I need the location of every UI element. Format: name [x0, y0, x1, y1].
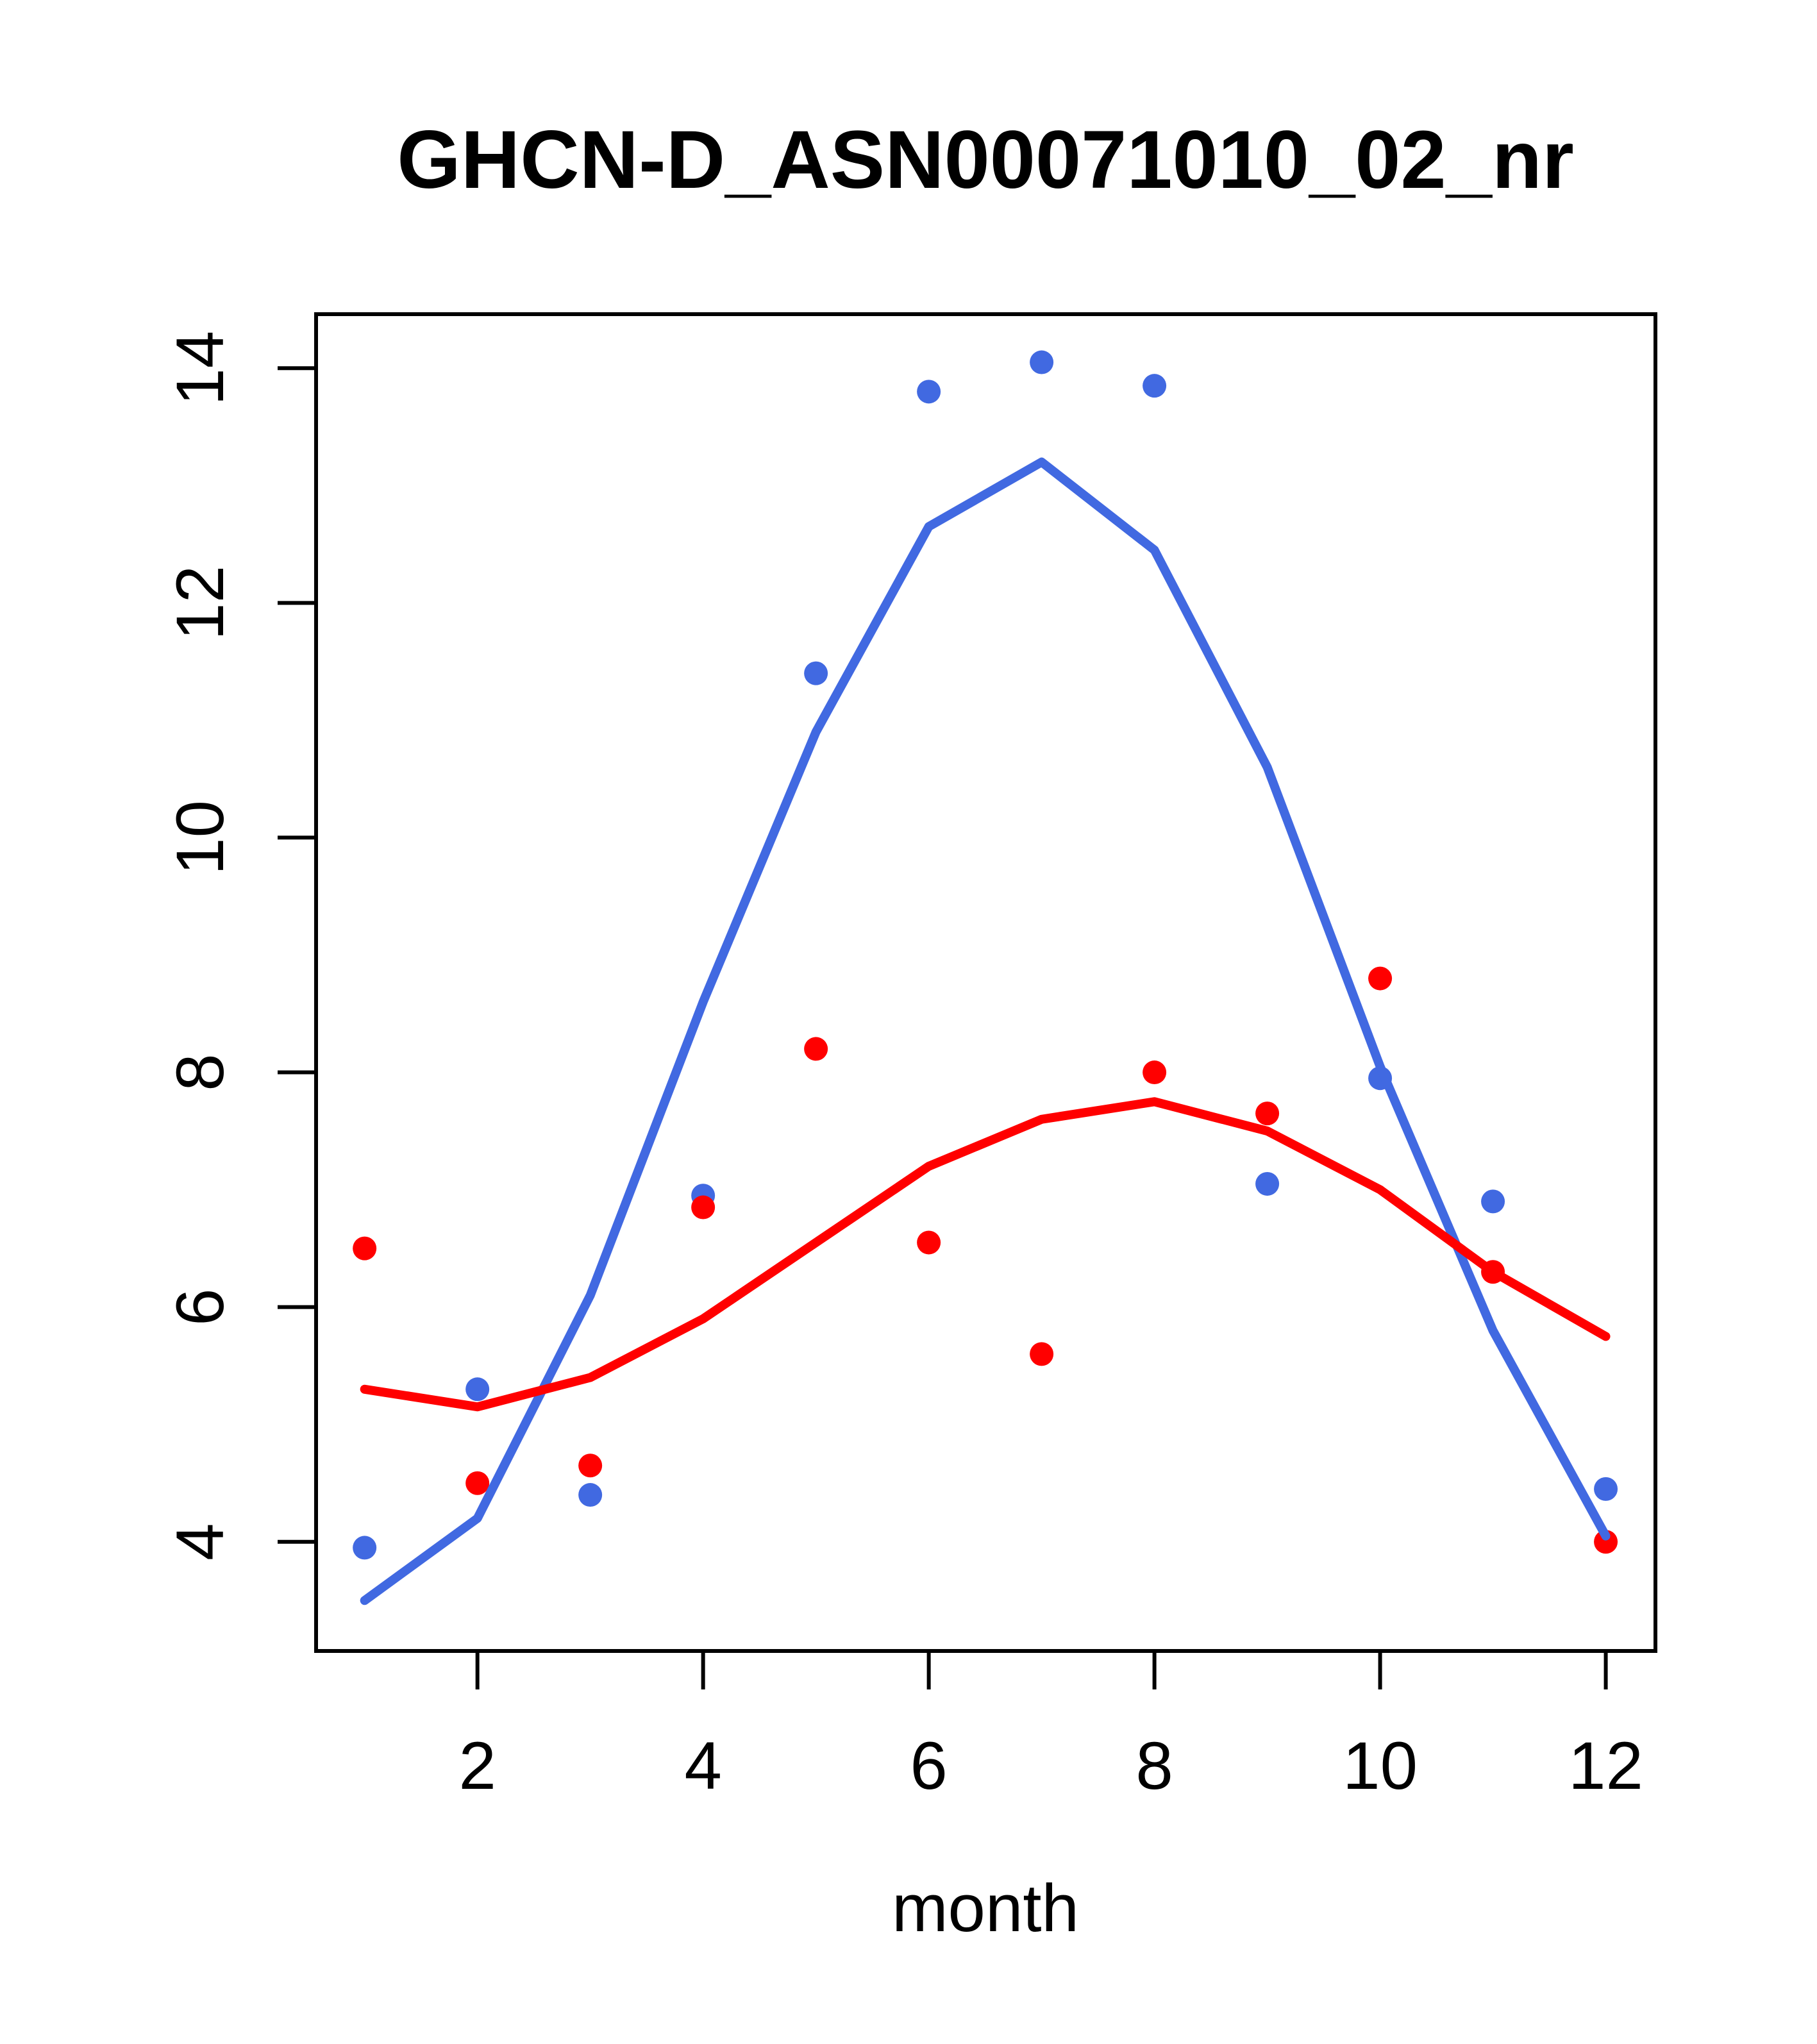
red-data-point [1143, 1060, 1167, 1085]
blue-data-point [1594, 1477, 1618, 1501]
red-data-point [1594, 1530, 1618, 1554]
y-tick-label: 14 [163, 331, 238, 406]
blue-data-point [1255, 1171, 1280, 1196]
y-tick-label: 4 [163, 1523, 238, 1561]
y-tick-label: 10 [163, 800, 238, 875]
x-axis-label: month [892, 1871, 1079, 1946]
x-tick-label: 2 [458, 1729, 496, 1804]
x-tick-label: 4 [684, 1729, 721, 1804]
blue-data-point [1030, 350, 1054, 374]
red-data-point [1030, 1342, 1054, 1366]
blue-data-point [917, 380, 941, 404]
red-monthly-points [353, 966, 1618, 1554]
y-tick-label: 6 [163, 1288, 238, 1325]
x-tick-label: 8 [1135, 1729, 1173, 1804]
blue-lowess-line [360, 457, 1611, 1605]
y-axis: 4 6 8 10 12 14 [163, 331, 316, 1561]
blue-data-point [1481, 1189, 1505, 1214]
blue-data-point [578, 1483, 603, 1507]
red-data-point [691, 1195, 716, 1219]
red-lowess-line [360, 1097, 1611, 1412]
red-data-point [1255, 1102, 1280, 1126]
red-data-point [578, 1453, 603, 1478]
y-tick-label: 8 [163, 1053, 238, 1091]
x-tick-label: 6 [910, 1729, 947, 1804]
blue-data-point [1143, 374, 1167, 398]
data-series-layer [353, 350, 1618, 1605]
chart-title: GHCN-D_ASN00071010_02_nr [397, 114, 1574, 206]
blue-data-point [353, 1536, 377, 1560]
x-tick-label: 10 [1343, 1729, 1418, 1804]
x-axis: 2 4 6 8 10 12 [458, 1651, 1643, 1804]
x-tick-label: 12 [1568, 1729, 1643, 1804]
y-tick-label: 12 [163, 565, 238, 641]
blue-data-point [804, 661, 828, 685]
red-data-point [1368, 966, 1393, 991]
red-data-point [917, 1230, 941, 1255]
red-data-point [465, 1471, 490, 1495]
blue-data-point [465, 1377, 490, 1402]
red-data-point [353, 1236, 377, 1261]
plot-border-box [314, 312, 1657, 1653]
red-data-point [804, 1037, 828, 1061]
